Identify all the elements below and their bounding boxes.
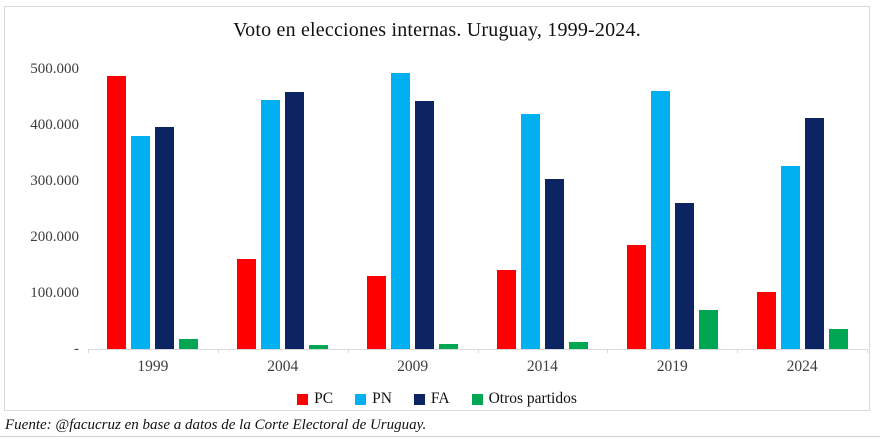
y-tick-label: 100.000 — [30, 285, 79, 301]
bar-pn-2024 — [780, 166, 800, 349]
bar-otros-partidos-2019 — [698, 310, 718, 349]
source-note: Fuente: @facucruz en base a datos de la … — [5, 417, 427, 433]
x-axis-tick — [477, 349, 479, 353]
bar-fa-2024 — [804, 118, 824, 349]
bar-group-2024 — [756, 69, 848, 349]
bar-pc-2004 — [237, 259, 257, 349]
bar-fa-2009 — [415, 101, 435, 349]
x-axis-tick — [737, 349, 739, 353]
x-axis-tick — [607, 349, 609, 353]
legend-label: FA — [430, 390, 450, 407]
bar-otros-partidos-2014 — [568, 342, 588, 349]
legend-label: Otros partidos — [488, 390, 577, 407]
x-category-label: 1999 — [137, 358, 169, 375]
x-axis-tick — [88, 349, 89, 353]
bar-fa-2019 — [674, 203, 694, 349]
legend-swatch-icon — [471, 393, 483, 405]
bar-pn-2014 — [520, 114, 540, 349]
bar-pc-2024 — [756, 292, 776, 349]
legend-item-fa: FA — [413, 390, 450, 408]
bar-pn-2009 — [391, 73, 411, 349]
y-tick-label: 500.000 — [30, 61, 79, 77]
bar-otros-partidos-2004 — [309, 345, 329, 349]
bar-pn-1999 — [131, 136, 151, 349]
x-category-label: 2024 — [786, 358, 818, 375]
bar-group-1999 — [107, 69, 199, 349]
x-category-label: 2009 — [397, 358, 429, 375]
legend-item-pn: PN — [355, 390, 392, 408]
legend-label: PC — [314, 390, 334, 407]
bar-group-2014 — [496, 69, 588, 349]
legend: PC PN FA Otros partidos — [5, 390, 869, 408]
bar-fa-2014 — [544, 179, 564, 349]
chart-card: Voto en elecciones internas. Uruguay, 19… — [4, 6, 870, 411]
x-axis-tick — [217, 349, 219, 353]
legend-item-pc: PC — [297, 390, 333, 408]
bar-otros-partidos-2024 — [828, 329, 848, 349]
bar-otros-partidos-2009 — [439, 344, 459, 349]
bar-group-2004 — [237, 69, 329, 349]
bar-group-2009 — [367, 69, 459, 349]
legend-swatch-icon — [297, 393, 309, 405]
bottom-rule — [0, 436, 880, 437]
y-tick-label: - — [74, 341, 79, 357]
legend-label: PN — [372, 390, 392, 407]
bar-fa-1999 — [155, 127, 175, 349]
bar-pc-2019 — [626, 245, 646, 349]
bar-pc-2014 — [496, 270, 516, 349]
legend-item-otros-partidos: Otros partidos — [471, 390, 577, 408]
y-tick-label: 200.000 — [30, 229, 79, 245]
legend-swatch-icon — [413, 393, 425, 405]
bar-pn-2019 — [650, 91, 670, 349]
bar-group-2019 — [626, 69, 718, 349]
legend-swatch-icon — [355, 393, 367, 405]
y-tick-label: 300.000 — [30, 173, 79, 189]
bar-pc-1999 — [107, 76, 127, 349]
bar-pc-2009 — [367, 276, 387, 349]
y-tick-label: 400.000 — [30, 117, 79, 133]
bar-otros-partidos-1999 — [179, 339, 199, 349]
x-category-label: 2004 — [267, 358, 299, 375]
x-category-label: 2019 — [656, 358, 688, 375]
bar-pn-2004 — [261, 100, 281, 349]
x-axis-tick — [867, 349, 868, 353]
x-axis-tick — [347, 349, 349, 353]
chart-title: Voto en elecciones internas. Uruguay, 19… — [233, 19, 641, 41]
bar-fa-2004 — [285, 92, 305, 349]
x-category-label: 2014 — [526, 358, 558, 375]
